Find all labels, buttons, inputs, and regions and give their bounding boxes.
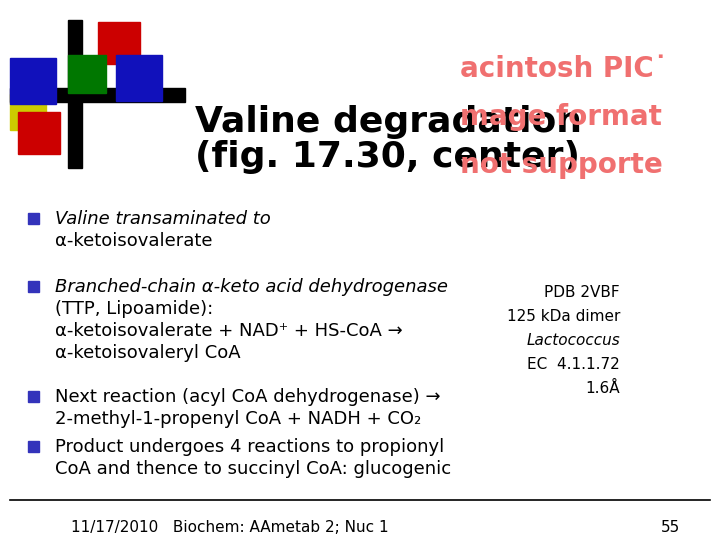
Text: CoA and thence to succinyl CoA: glucogenic: CoA and thence to succinyl CoA: glucogen… <box>55 460 451 478</box>
Text: Next reaction (acyl CoA dehydrogenase) →: Next reaction (acyl CoA dehydrogenase) → <box>55 388 441 406</box>
Bar <box>68 55 106 93</box>
Text: 125 kDa dimer: 125 kDa dimer <box>507 309 620 324</box>
Text: (TTP, Lipoamide):: (TTP, Lipoamide): <box>55 300 213 318</box>
Text: mage format: mage format <box>460 103 662 131</box>
Text: acintosh PIC˙: acintosh PIC˙ <box>460 55 667 83</box>
Bar <box>28 391 39 402</box>
Bar <box>28 441 39 452</box>
Text: not supporte: not supporte <box>460 151 662 179</box>
Bar <box>28 281 39 292</box>
Text: α-ketoisovalerate + NAD⁺ + HS-CoA →: α-ketoisovalerate + NAD⁺ + HS-CoA → <box>55 322 402 340</box>
Bar <box>10 88 185 102</box>
Text: Branched-chain α-keto acid dehydrogenase: Branched-chain α-keto acid dehydrogenase <box>55 278 448 296</box>
Bar <box>116 55 162 101</box>
Text: 11/17/2010   Biochem: AAmetab 2; Nuc 1: 11/17/2010 Biochem: AAmetab 2; Nuc 1 <box>71 520 389 535</box>
Text: 1.6Å: 1.6Å <box>585 381 620 396</box>
Text: EC  4.1.1.72: EC 4.1.1.72 <box>527 357 620 372</box>
Text: Valine degradation: Valine degradation <box>195 105 582 139</box>
Text: Valine transaminated to: Valine transaminated to <box>55 210 271 228</box>
Text: Lactococcus: Lactococcus <box>526 333 620 348</box>
Bar <box>68 20 82 168</box>
Bar <box>10 58 56 104</box>
Text: 55: 55 <box>661 520 680 535</box>
Text: α-ketoisovalerate: α-ketoisovalerate <box>55 232 212 250</box>
Text: α-ketoisovaleryl CoA: α-ketoisovaleryl CoA <box>55 344 240 362</box>
Bar <box>28 213 39 224</box>
Text: 2-methyl-1-propenyl CoA + NADH + CO₂: 2-methyl-1-propenyl CoA + NADH + CO₂ <box>55 410 421 428</box>
Text: Product undergoes 4 reactions to propionyl: Product undergoes 4 reactions to propion… <box>55 438 444 456</box>
Text: PDB 2VBF: PDB 2VBF <box>544 285 620 300</box>
Bar <box>10 94 46 130</box>
Text: (fig. 17.30, center): (fig. 17.30, center) <box>195 140 580 174</box>
Bar <box>98 22 140 64</box>
Bar <box>18 112 60 154</box>
